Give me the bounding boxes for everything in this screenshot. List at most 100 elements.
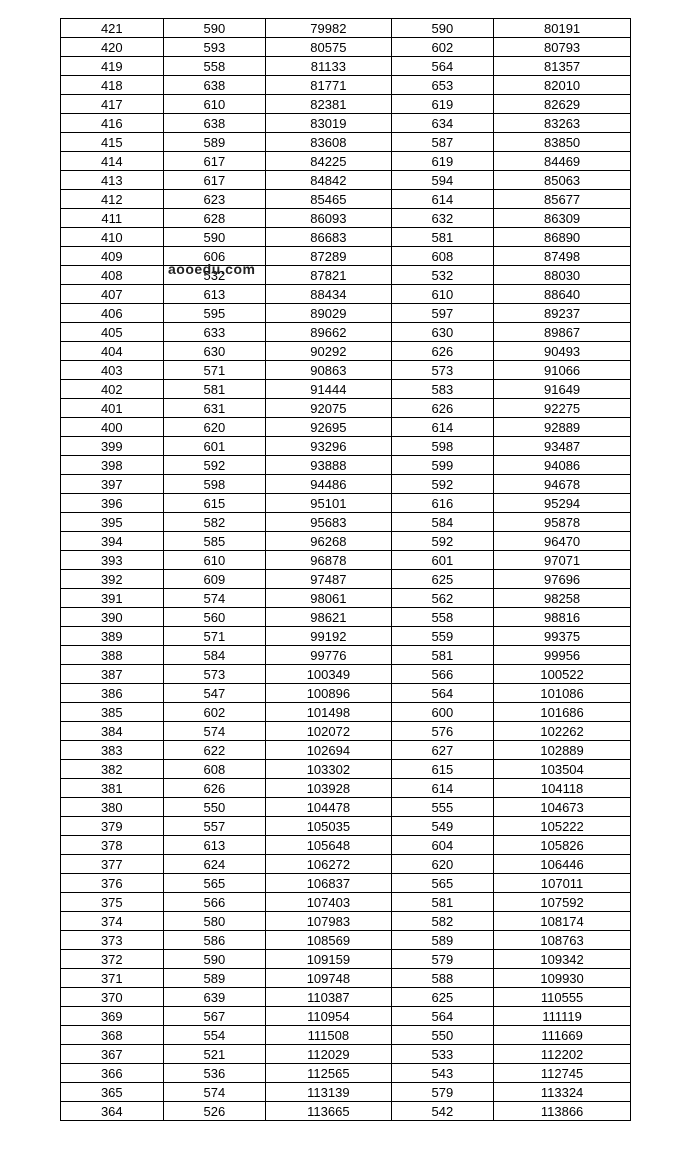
table-cell: 564 (391, 684, 494, 703)
table-cell: 103302 (266, 760, 391, 779)
table-cell: 606 (163, 247, 266, 266)
table-cell: 98816 (494, 608, 631, 627)
table-row: 3936109687860197071 (61, 551, 631, 570)
table-cell: 567 (163, 1007, 266, 1026)
table-cell: 574 (163, 1083, 266, 1102)
table-cell: 589 (163, 133, 266, 152)
table-row: 3915749806156298258 (61, 589, 631, 608)
table-cell: 101086 (494, 684, 631, 703)
table-cell: 387 (61, 665, 164, 684)
table-cell: 371 (61, 969, 164, 988)
table-cell: 92695 (266, 418, 391, 437)
table-cell: 536 (163, 1064, 266, 1083)
table-cell: 385 (61, 703, 164, 722)
table-row: 3895719919255999375 (61, 627, 631, 646)
table-cell: 87821 (266, 266, 391, 285)
table-cell: 88030 (494, 266, 631, 285)
table-cell: 370 (61, 988, 164, 1007)
table-cell: 638 (163, 114, 266, 133)
table-cell: 88640 (494, 285, 631, 304)
table-cell: 592 (391, 532, 494, 551)
table-cell: 99192 (266, 627, 391, 646)
table-cell: 417 (61, 95, 164, 114)
table-cell: 550 (163, 798, 266, 817)
data-table: 4215907998259080191420593805756028079341… (60, 18, 631, 1121)
table-row: 4195588113356481357 (61, 57, 631, 76)
table-cell: 593 (163, 38, 266, 57)
table-row: 4205938057560280793 (61, 38, 631, 57)
table-cell: 581 (163, 380, 266, 399)
table-cell: 590 (163, 19, 266, 38)
table-cell: 582 (391, 912, 494, 931)
table-cell: 91649 (494, 380, 631, 399)
table-cell: 108174 (494, 912, 631, 931)
table-cell: 373 (61, 931, 164, 950)
table-cell: 109748 (266, 969, 391, 988)
table-cell: 557 (163, 817, 266, 836)
table-cell: 112029 (266, 1045, 391, 1064)
table-cell: 542 (391, 1102, 494, 1121)
table-cell: 421 (61, 19, 164, 38)
table-row: 4025819144458391649 (61, 380, 631, 399)
table-cell: 364 (61, 1102, 164, 1121)
table-row: 3975989448659294678 (61, 475, 631, 494)
table-cell: 376 (61, 874, 164, 893)
table-cell: 592 (163, 456, 266, 475)
table-cell: 413 (61, 171, 164, 190)
table-cell: 392 (61, 570, 164, 589)
table-cell: 619 (391, 95, 494, 114)
table-cell: 410 (61, 228, 164, 247)
table-cell: 92889 (494, 418, 631, 437)
table-cell: 84225 (266, 152, 391, 171)
table-cell: 94086 (494, 456, 631, 475)
table-cell: 627 (391, 741, 494, 760)
table-cell: 110954 (266, 1007, 391, 1026)
table-cell: 393 (61, 551, 164, 570)
table-cell: 113139 (266, 1083, 391, 1102)
table-cell: 581 (391, 228, 494, 247)
table-cell: 83263 (494, 114, 631, 133)
table-cell: 89029 (266, 304, 391, 323)
table-cell: 85063 (494, 171, 631, 190)
table-cell: 626 (391, 342, 494, 361)
table-row: 3996019329659893487 (61, 437, 631, 456)
table-cell: 86683 (266, 228, 391, 247)
table-cell: 625 (391, 988, 494, 1007)
table-cell: 103928 (266, 779, 391, 798)
table-cell: 85677 (494, 190, 631, 209)
table-cell: 565 (391, 874, 494, 893)
table-cell: 100522 (494, 665, 631, 684)
table-row: 372590109159579109342 (61, 950, 631, 969)
table-row: 4035719086357391066 (61, 361, 631, 380)
table-cell: 102072 (266, 722, 391, 741)
table-cell: 554 (163, 1026, 266, 1045)
table-row: 4136178484259485063 (61, 171, 631, 190)
table-cell: 622 (163, 741, 266, 760)
table-cell: 96878 (266, 551, 391, 570)
table-row: 3985929388859994086 (61, 456, 631, 475)
table-cell: 632 (391, 209, 494, 228)
table-row: 384574102072576102262 (61, 722, 631, 741)
table-cell: 374 (61, 912, 164, 931)
table-cell: 81357 (494, 57, 631, 76)
table-cell: 582 (163, 513, 266, 532)
table-cell: 584 (391, 513, 494, 532)
table-row: 386547100896564101086 (61, 684, 631, 703)
table-cell: 581 (391, 646, 494, 665)
table-cell: 604 (391, 836, 494, 855)
table-cell: 82381 (266, 95, 391, 114)
table-cell: 559 (391, 627, 494, 646)
table-cell: 550 (391, 1026, 494, 1045)
table-cell: 390 (61, 608, 164, 627)
table-cell: 620 (163, 418, 266, 437)
table-cell: 82010 (494, 76, 631, 95)
table-row: 3945859626859296470 (61, 532, 631, 551)
table-cell: 562 (391, 589, 494, 608)
table-cell: 391 (61, 589, 164, 608)
table-row: 4126238546561485677 (61, 190, 631, 209)
table-cell: 377 (61, 855, 164, 874)
table-cell: 86890 (494, 228, 631, 247)
table-cell: 83608 (266, 133, 391, 152)
table-cell: 369 (61, 1007, 164, 1026)
table-cell: 112202 (494, 1045, 631, 1064)
